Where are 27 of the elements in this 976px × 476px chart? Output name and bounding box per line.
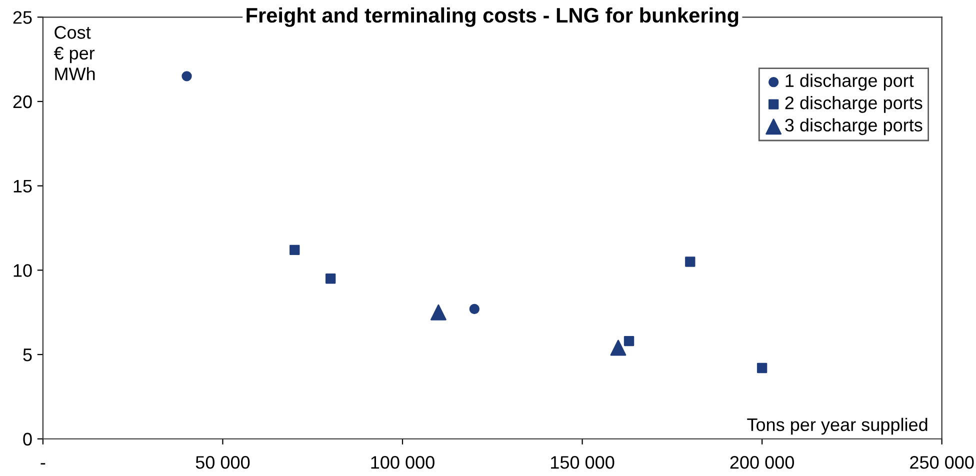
point xyxy=(182,71,192,82)
y-tick-label: 25 xyxy=(13,11,32,24)
x-tick-label: 100 000 xyxy=(371,456,434,469)
y-tick-label: 20 xyxy=(13,95,32,108)
point xyxy=(610,340,626,356)
legend-label: 1 discharge port xyxy=(786,74,914,91)
point xyxy=(290,244,300,256)
x-tick-label: 200 000 xyxy=(730,456,794,469)
x-tick-label: 150 000 xyxy=(551,456,614,469)
y-tick-label: 5 xyxy=(23,348,32,362)
x-tick-label: 50 000 xyxy=(196,456,250,469)
point xyxy=(624,336,634,346)
x-tick-label: - xyxy=(40,463,46,465)
legend-label: 3 discharge ports xyxy=(785,118,922,136)
chart-title: Freight and terminaling costs - LNG for bunkering xyxy=(246,7,738,27)
y-tick-label: 10 xyxy=(14,264,32,277)
point xyxy=(326,274,336,284)
point xyxy=(469,304,480,314)
x-axis-title: Tons per year supplied xyxy=(747,418,928,435)
x-tick-label: 250 000 xyxy=(910,456,974,469)
y-tick-label: 15 xyxy=(14,180,32,193)
point xyxy=(430,304,446,320)
legend-label: 2 discharge ports xyxy=(785,96,922,113)
y-axis-title: Cost € per MWh xyxy=(54,26,95,80)
point xyxy=(756,362,768,374)
point xyxy=(685,256,696,267)
y-tick-label: 0 xyxy=(23,432,32,446)
